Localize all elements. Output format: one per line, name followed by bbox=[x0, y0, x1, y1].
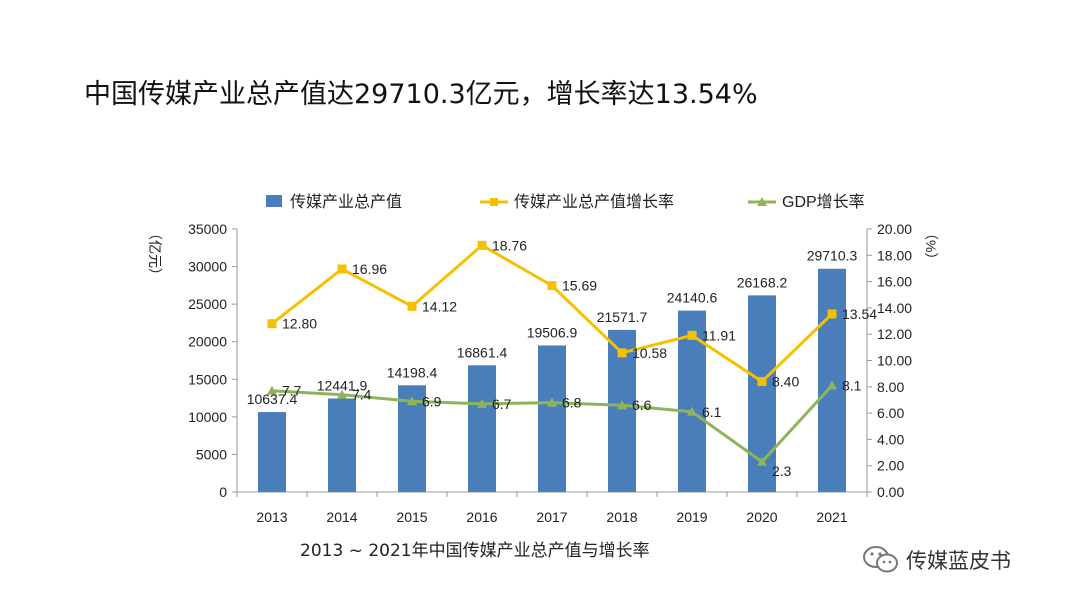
bar-value-label: 12441.9 bbox=[317, 378, 368, 394]
media-growth-point bbox=[477, 240, 487, 250]
media-growth-label: 12.80 bbox=[282, 316, 317, 332]
media-growth-label: 15.69 bbox=[562, 278, 597, 294]
legend-label-media-growth: 传媒产业总产值增长率 bbox=[514, 193, 674, 211]
gdp-growth-point bbox=[687, 406, 697, 416]
y-left-tick-label: 20000 bbox=[188, 334, 227, 350]
bar-value-label: 29710.3 bbox=[807, 248, 858, 264]
y-right-tick-label: 20.00 bbox=[877, 221, 912, 237]
x-tick-label: 2015 bbox=[396, 509, 427, 525]
media-growth-point bbox=[687, 330, 697, 340]
bar-2013-2021 bbox=[818, 268, 846, 492]
brand-name: 传媒蓝皮书 bbox=[906, 549, 1011, 573]
y-left-unit: （亿元） bbox=[147, 226, 163, 282]
gdp-growth-label: 2.3 bbox=[772, 463, 792, 479]
gdp-growth-label: 7.7 bbox=[282, 383, 302, 399]
gdp-growth-label: 6.7 bbox=[492, 396, 512, 412]
y-right-tick-label: 10.00 bbox=[877, 353, 912, 369]
bar-value-label: 21571.7 bbox=[597, 309, 648, 325]
gdp-growth-label: 7.4 bbox=[352, 387, 372, 403]
y-left-tick-label: 30000 bbox=[188, 259, 227, 275]
bar-value-label: 19506.9 bbox=[527, 324, 578, 340]
bar-value-label: 26168.2 bbox=[737, 274, 788, 290]
gdp-growth-label: 6.6 bbox=[632, 397, 652, 413]
gdp-growth-label: 8.1 bbox=[842, 377, 862, 393]
y-left-tick-label: 10000 bbox=[188, 409, 227, 425]
legend-swatch-media-output bbox=[266, 195, 282, 207]
y-right-tick-label: 14.00 bbox=[877, 300, 912, 316]
bar-2013-2021 bbox=[258, 412, 286, 492]
media-growth-point bbox=[547, 281, 557, 291]
gdp-growth-label: 6.9 bbox=[422, 393, 442, 409]
y-right-tick-label: 0.00 bbox=[877, 484, 904, 500]
page-title: 中国传媒产业总产值达29710.3亿元，增长率达13.54% bbox=[84, 79, 758, 110]
gdp-growth-point bbox=[267, 385, 277, 395]
bar-value-label: 24140.6 bbox=[667, 290, 718, 306]
x-tick-label: 2020 bbox=[746, 509, 777, 525]
x-tick-label: 2017 bbox=[536, 509, 567, 525]
bar-value-label: 10637.4 bbox=[247, 391, 298, 407]
y-right-unit: （%） bbox=[923, 226, 939, 266]
media-growth-label: 13.54 bbox=[842, 306, 877, 322]
legend-label-media-output: 传媒产业总产值 bbox=[290, 193, 402, 211]
media-growth-label: 11.91 bbox=[702, 327, 736, 343]
x-tick-label: 2013 bbox=[256, 509, 287, 525]
y-left-tick-label: 25000 bbox=[188, 296, 227, 312]
x-tick-label: 2014 bbox=[326, 509, 357, 525]
y-right-tick-label: 6.00 bbox=[877, 405, 904, 421]
x-tick-label: 2021 bbox=[816, 509, 847, 525]
gdp-growth-point bbox=[547, 397, 557, 407]
legend-label-gdp-growth: GDP增长率 bbox=[782, 193, 865, 211]
y-left-tick-label: 15000 bbox=[188, 371, 227, 387]
gdp-growth-point bbox=[757, 456, 767, 466]
y-right-tick-label: 8.00 bbox=[877, 379, 904, 395]
bar-value-label: 14198.4 bbox=[387, 364, 438, 380]
y-left-tick-label: 5000 bbox=[196, 446, 227, 462]
x-tick-label: 2018 bbox=[606, 509, 637, 525]
y-left-tick-label: 35000 bbox=[188, 221, 227, 237]
gdp-growth-label: 6.8 bbox=[562, 395, 582, 411]
media-growth-label: 18.76 bbox=[492, 237, 527, 253]
media-growth-label: 10.58 bbox=[632, 345, 667, 361]
media-growth-point bbox=[757, 377, 767, 387]
media-growth-point bbox=[827, 309, 837, 319]
y-right-tick-label: 4.00 bbox=[877, 431, 904, 447]
y-left-tick-label: 0 bbox=[219, 484, 227, 500]
media-growth-point bbox=[267, 319, 277, 329]
legend-marker-media-growth bbox=[490, 198, 498, 206]
y-right-tick-label: 12.00 bbox=[877, 326, 912, 342]
media-growth-point bbox=[407, 301, 417, 311]
media-growth-point bbox=[337, 264, 347, 274]
gdp-growth-point bbox=[407, 396, 417, 406]
media-growth-label: 16.96 bbox=[352, 261, 387, 277]
bar-2013-2021 bbox=[468, 365, 496, 492]
legend-marker-gdp-growth bbox=[757, 197, 767, 206]
gdp-growth-point bbox=[827, 380, 837, 390]
gdp-growth-label: 6.1 bbox=[702, 404, 722, 420]
bar-2013-2021 bbox=[538, 345, 566, 492]
wechat-icon bbox=[863, 546, 898, 573]
x-tick-label: 2016 bbox=[466, 509, 497, 525]
x-tick-label: 2019 bbox=[676, 509, 707, 525]
media-growth-label: 8.40 bbox=[772, 374, 799, 390]
bar-value-label: 16861.4 bbox=[457, 344, 508, 360]
y-right-tick-label: 18.00 bbox=[877, 247, 912, 263]
chart-caption: 2013 ~ 2021年中国传媒产业总产值与增长率 bbox=[300, 541, 650, 561]
media-growth-label: 14.12 bbox=[422, 298, 457, 314]
y-right-tick-label: 16.00 bbox=[877, 274, 912, 290]
gdp-growth-point bbox=[617, 400, 627, 410]
brand: 传媒蓝皮书 bbox=[862, 545, 1011, 575]
gdp-growth-point bbox=[477, 398, 487, 408]
y-right-tick-label: 2.00 bbox=[877, 458, 904, 474]
bar-2013-2021 bbox=[328, 398, 356, 492]
media-growth-point bbox=[617, 348, 627, 358]
gdp-growth-point bbox=[337, 389, 347, 399]
